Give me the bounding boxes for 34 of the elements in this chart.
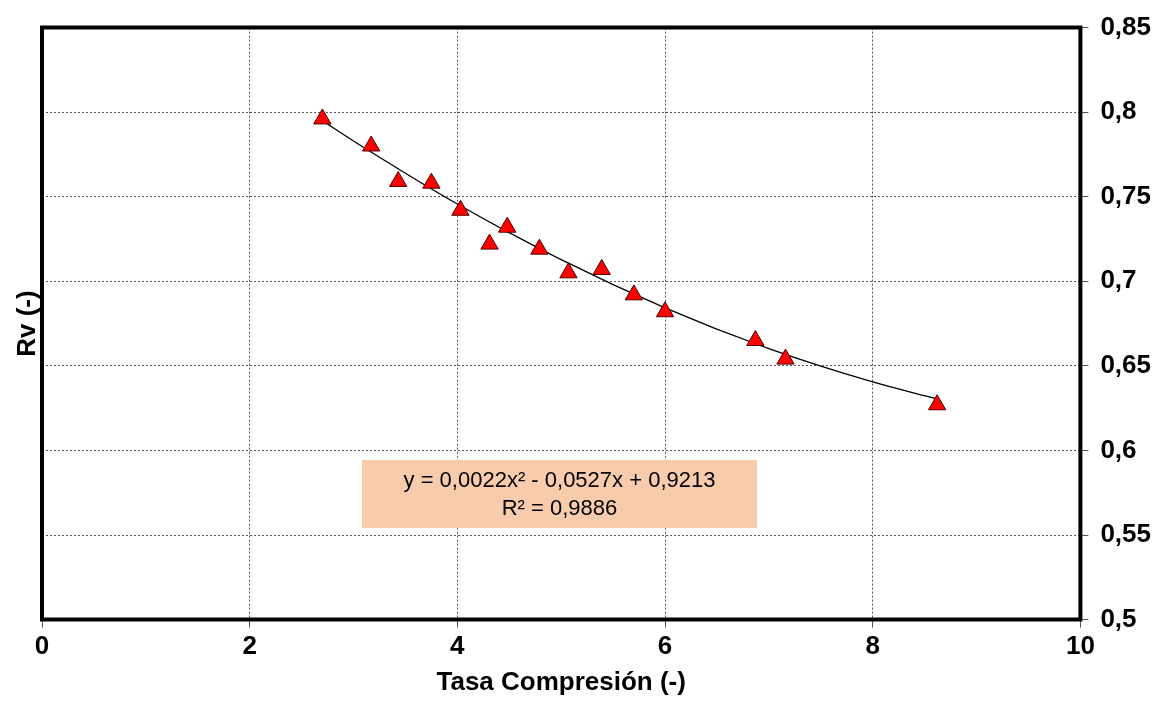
point	[498, 216, 517, 233]
x-tick-label: 8	[865, 630, 880, 661]
y-tick-label: 0,6	[1100, 433, 1137, 464]
point	[480, 233, 499, 250]
annotation: y = 0,0022x² - 0,0527x + 0,9213	[402, 466, 717, 494]
x-tick-label: 10	[1065, 630, 1095, 661]
x-axis-title: Tasa Compresión (-)	[436, 665, 686, 696]
point	[451, 199, 470, 216]
x-tick-label: 6	[657, 630, 673, 661]
y-tick-label: 0,55	[1100, 518, 1152, 549]
point	[927, 394, 947, 411]
point	[746, 330, 765, 347]
point	[389, 171, 408, 188]
point	[422, 172, 441, 189]
x-tick-label: 0	[34, 630, 50, 661]
point	[655, 301, 675, 318]
y-tick-label: 0,5	[1100, 602, 1137, 633]
annotation: R² = 0,9886	[500, 494, 619, 522]
x-tick-label: 2	[242, 630, 257, 661]
x-tick-label: 4	[450, 630, 466, 661]
y-tick-label: 0,85	[1100, 10, 1152, 41]
point	[776, 348, 795, 365]
note-box: y = 0,0022x² - 0,0527x + 0,9213 R² = 0,9886	[362, 460, 757, 528]
point	[624, 284, 644, 301]
point	[592, 258, 611, 275]
y-tick-label: 0,8	[1100, 95, 1137, 126]
point	[313, 108, 332, 125]
point	[530, 238, 549, 255]
y-axis-title: Rv (-)	[11, 290, 42, 357]
y-tick-label: 0,75	[1100, 179, 1152, 210]
y-tick-label: 0,65	[1100, 349, 1152, 380]
point	[559, 262, 578, 279]
y-tick-label: 0,7	[1100, 264, 1137, 295]
point	[362, 135, 381, 152]
